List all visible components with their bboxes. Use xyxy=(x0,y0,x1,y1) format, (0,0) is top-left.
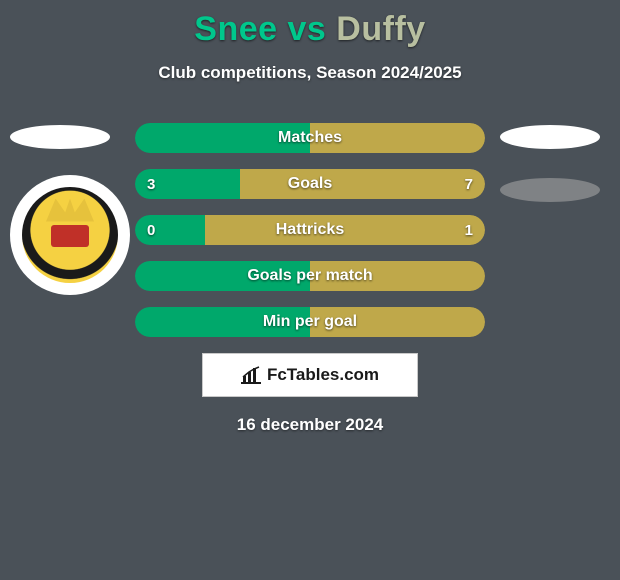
player2-name: Duffy xyxy=(336,10,425,48)
vs-label: vs xyxy=(288,10,327,48)
stat-value-left: 0 xyxy=(147,215,155,245)
stat-value-right: 1 xyxy=(465,215,473,245)
stat-label: Goals xyxy=(135,169,485,199)
stat-label: Hattricks xyxy=(135,215,485,245)
brand-box: FcTables.com xyxy=(202,353,418,397)
stat-row: Matches xyxy=(135,123,485,153)
comparison-title: Snee vs Duffy xyxy=(0,0,620,49)
stat-value-right: 7 xyxy=(465,169,473,199)
stat-row: Goals3 7 xyxy=(135,169,485,199)
stat-row: Hattricks0 1 xyxy=(135,215,485,245)
stat-label: Min per goal xyxy=(135,307,485,337)
brand-text: FcTables.com xyxy=(267,365,379,385)
stat-label: Goals per match xyxy=(135,261,485,291)
subtitle: Club competitions, Season 2024/2025 xyxy=(0,63,620,83)
player2-photo-placeholder xyxy=(500,125,600,149)
stat-label: Matches xyxy=(135,123,485,153)
stat-value-left: 3 xyxy=(147,169,155,199)
player1-name: Snee xyxy=(194,10,277,48)
player1-photo-placeholder xyxy=(10,125,110,149)
stats-rows: Matches Goals3 7 Hattricks0 1 Goals per match… xyxy=(135,123,485,337)
stat-row: Min per goal xyxy=(135,307,485,337)
player2-club-placeholder xyxy=(500,178,600,202)
player1-club-badge xyxy=(10,175,130,295)
club-crest-icon xyxy=(22,187,118,283)
stat-row: Goals per match xyxy=(135,261,485,291)
footer-date: 16 december 2024 xyxy=(0,415,620,435)
bar-chart-icon xyxy=(241,366,261,384)
